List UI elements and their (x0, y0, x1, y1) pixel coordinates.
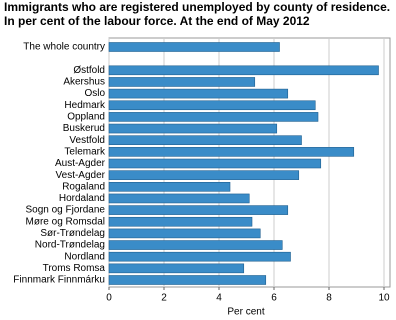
bar (108, 275, 267, 285)
y-tick-label: Rogaland (62, 181, 105, 192)
y-tick-label: Troms Romsa (43, 263, 106, 274)
bar (108, 65, 379, 76)
chart-title: Immigrants who are registered unemployed… (4, 0, 390, 14)
y-tick-label: Akershus (63, 77, 105, 88)
bar (108, 158, 322, 169)
y-tick-label: Oppland (67, 112, 105, 123)
bar (108, 135, 302, 145)
bar (108, 205, 289, 215)
bar (108, 100, 316, 111)
y-tick-label: Nordland (64, 251, 105, 262)
x-tick-label: 10 (378, 293, 390, 304)
y-tick-label: Nord-Trøndelag (35, 240, 105, 251)
bar (108, 42, 280, 52)
bar (108, 216, 253, 227)
bar (108, 182, 231, 192)
bar (108, 112, 319, 122)
y-tick-label: Vest-Agder (56, 170, 106, 181)
bar (108, 193, 250, 204)
bar (108, 240, 283, 250)
bar (108, 228, 261, 239)
y-tick-label: Møre og Romsdal (26, 216, 105, 227)
bar (108, 88, 289, 99)
x-axis-label: Per cent (227, 307, 264, 318)
y-tick-label: The whole country (23, 42, 105, 53)
y-tick-label: Sogn og Fjordane (25, 205, 105, 216)
bar (108, 147, 355, 157)
y-tick-label: Hedmark (64, 100, 106, 111)
bar (108, 263, 245, 274)
x-tick-label: 4 (216, 293, 222, 304)
y-tick-label: Telemark (64, 146, 106, 157)
bar (108, 123, 278, 134)
bar (108, 77, 256, 87)
y-tick-label: Buskerud (63, 123, 105, 134)
x-tick-label: 6 (271, 293, 277, 304)
bar (108, 170, 300, 180)
y-tick-label: Oslo (84, 88, 105, 99)
x-tick-label: 2 (161, 293, 167, 304)
y-tick-label: Finnmark Finnmárku (13, 275, 105, 286)
y-tick-label: Sør-Trøndelag (40, 228, 105, 239)
y-tick-label: Aust-Agder (55, 158, 106, 169)
y-tick-label: Østfold (73, 65, 105, 76)
bar (108, 251, 291, 262)
y-tick-label: Hordaland (59, 193, 105, 204)
y-tick-label: Vestfold (69, 135, 105, 146)
chart-subtitle: In per cent of the labour force. At the … (4, 14, 310, 28)
x-tick-label: 8 (326, 293, 332, 304)
x-tick-label: 0 (106, 293, 112, 304)
